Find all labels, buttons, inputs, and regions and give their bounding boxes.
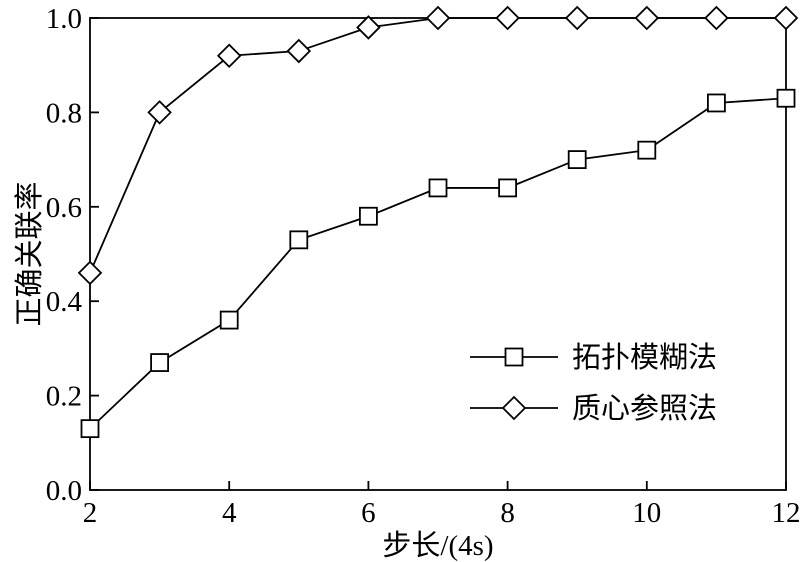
y-axis-label: 正确关联率 (14, 181, 46, 327)
diamond-marker (216, 43, 242, 69)
legend-entry: 拓扑模糊法 (470, 341, 717, 374)
legend-label: 质心参照法 (572, 392, 717, 425)
series-line (89, 17, 786, 274)
diamond-marker (564, 5, 590, 31)
x-axis-tick-label: 6 (361, 497, 376, 529)
x-axis-tick-label: 8 (500, 497, 515, 529)
square-marker (707, 93, 726, 113)
series-diamond (77, 5, 799, 286)
diamond-marker (495, 5, 520, 31)
square-marker (498, 178, 518, 198)
x-axis-label: 步长/(4s) (382, 530, 494, 562)
series-line (89, 97, 787, 430)
diamond-marker (773, 5, 799, 31)
square-marker (567, 150, 587, 170)
square-marker (289, 230, 309, 250)
diamond-marker (634, 5, 660, 31)
square-marker (637, 140, 657, 160)
diamond-marker (147, 100, 172, 125)
x-axis-tick-label: 10 (632, 497, 661, 529)
y-axis-tick-label: 0.2 (46, 381, 82, 413)
y-axis-tick-label: 0.0 (46, 475, 82, 507)
diamond-marker (286, 38, 312, 64)
square-marker (80, 419, 100, 439)
series-square (80, 88, 796, 439)
x-axis-tick-label: 4 (222, 497, 237, 529)
square-marker (504, 347, 524, 367)
square-marker (150, 353, 170, 372)
y-axis-tick-label: 1.0 (46, 3, 82, 35)
square-marker (219, 310, 239, 330)
square-marker (358, 206, 378, 226)
square-marker (776, 88, 796, 108)
diamond-marker (77, 260, 103, 286)
diamond-marker (425, 5, 451, 31)
x-axis-tick-label: 2 (83, 497, 98, 529)
x-axis-tick-label: 12 (772, 497, 800, 529)
legend-label: 拓扑模糊法 (572, 341, 717, 374)
diamond-marker (501, 395, 527, 421)
y-axis-tick-label: 0.8 (46, 97, 82, 129)
diamond-marker (704, 5, 729, 31)
legend-entry: 质心参照法 (470, 392, 717, 425)
diamond-marker (356, 15, 381, 40)
y-axis-tick-label: 0.6 (46, 192, 82, 224)
y-axis-tick-label: 0.4 (46, 286, 83, 318)
square-marker (428, 178, 448, 198)
